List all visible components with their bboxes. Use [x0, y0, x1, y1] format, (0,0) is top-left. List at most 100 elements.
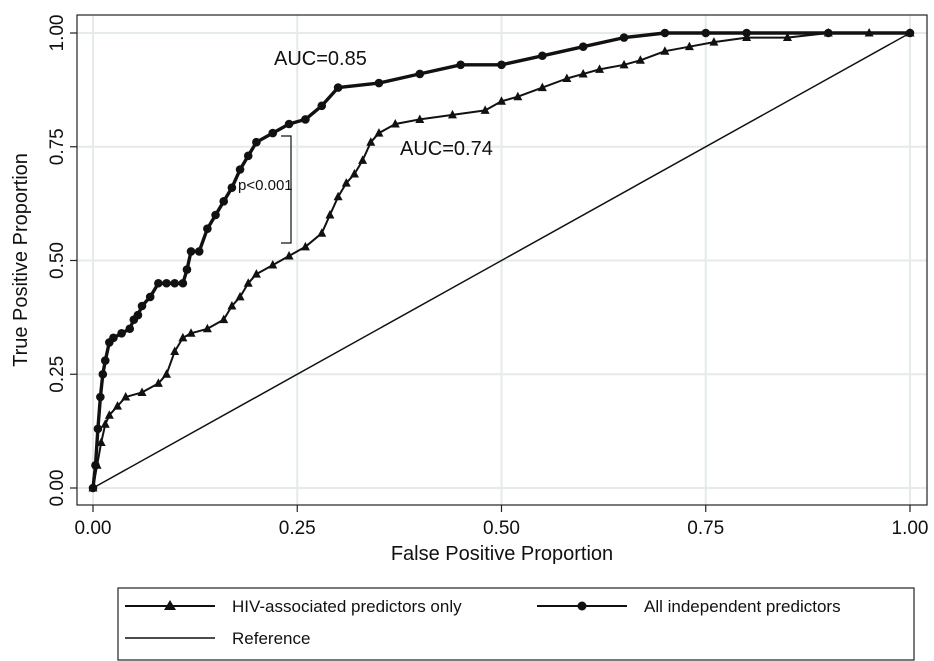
point-hiv-associated-predictors-only: [619, 59, 629, 69]
y-tick-label: 0.50: [47, 242, 68, 279]
point-hiv-associated-predictors-only: [709, 37, 719, 46]
point-hiv-associated-predictors-only: [660, 46, 670, 55]
y-tick-label: 0.25: [47, 356, 68, 393]
point-hiv-associated-predictors-only: [358, 155, 368, 164]
point-all-independent-predictors: [125, 324, 135, 334]
point-hiv-associated-predictors-only: [537, 82, 547, 92]
point-hiv-associated-predictors-only: [268, 260, 278, 269]
auc-hiv-label: AUC=0.74: [400, 138, 493, 160]
point-hiv-associated-predictors-only: [390, 119, 400, 128]
point-hiv-associated-predictors-only: [121, 392, 131, 401]
point-all-independent-predictors: [456, 60, 465, 70]
x-axis-title: False Positive Proportion: [391, 543, 613, 565]
point-all-independent-predictors: [301, 115, 310, 124]
point-all-independent-predictors: [96, 392, 105, 402]
point-hiv-associated-predictors-only: [186, 328, 196, 337]
point-all-independent-predictors: [660, 28, 670, 38]
x-tick-label: 0.75: [687, 518, 724, 539]
point-all-independent-predictors: [100, 356, 110, 365]
point-hiv-associated-predictors-only: [325, 210, 335, 219]
point-all-independent-predictors: [162, 278, 171, 288]
point-hiv-associated-predictors-only: [366, 137, 376, 146]
point-all-independent-predictors: [284, 119, 294, 129]
point-all-independent-predictors: [227, 183, 237, 192]
point-all-independent-predictors: [145, 292, 155, 302]
point-all-independent-predictors: [203, 224, 212, 233]
point-all-independent-predictors: [133, 310, 143, 320]
point-all-independent-predictors: [415, 69, 425, 79]
p-value-label: p<0.001: [238, 177, 293, 194]
y-tick-label: 1.00: [47, 15, 68, 52]
point-hiv-associated-predictors-only: [227, 301, 237, 310]
point-all-independent-predictors: [578, 42, 588, 51]
point-all-independent-predictors: [243, 151, 253, 161]
point-all-independent-predictors: [98, 369, 108, 379]
point-all-independent-predictors: [333, 83, 343, 92]
point-all-independent-predictors: [194, 247, 204, 256]
point-all-independent-predictors: [824, 28, 833, 38]
legend-marker-circle: [577, 601, 587, 611]
point-all-independent-predictors: [317, 101, 327, 111]
point-hiv-associated-predictors-only: [782, 32, 792, 42]
x-tick-label: 1.00: [892, 518, 929, 539]
point-hiv-associated-predictors-only: [162, 369, 172, 378]
point-hiv-associated-predictors-only: [113, 401, 123, 410]
point-hiv-associated-predictors-only: [170, 346, 180, 355]
point-hiv-associated-predictors-only: [513, 91, 523, 101]
point-hiv-associated-predictors-only: [100, 419, 110, 428]
point-all-independent-predictors: [186, 247, 196, 256]
point-all-independent-predictors: [701, 28, 711, 38]
point-all-independent-predictors: [178, 278, 188, 288]
point-hiv-associated-predictors-only: [578, 68, 588, 78]
point-all-independent-predictors: [538, 51, 547, 61]
point-all-independent-predictors: [374, 78, 384, 88]
legend-label-hiv: HIV-associated predictors only: [232, 597, 462, 616]
point-all-independent-predictors: [154, 278, 163, 288]
legend-label-all: All independent predictors: [644, 597, 841, 616]
point-all-independent-predictors: [93, 424, 103, 434]
x-tick-label: 0.50: [483, 518, 520, 539]
p-value-bracket: [281, 135, 292, 244]
point-all-independent-predictors: [170, 278, 179, 288]
x-tick-label: 0.00: [75, 518, 112, 539]
point-hiv-associated-predictors-only: [202, 323, 212, 333]
point-hiv-associated-predictors-only: [684, 41, 694, 51]
point-hiv-associated-predictors-only: [497, 96, 506, 105]
point-all-independent-predictors: [182, 265, 192, 274]
point-hiv-associated-predictors-only: [374, 128, 384, 137]
point-all-independent-predictors: [252, 137, 261, 147]
point-hiv-associated-predictors-only: [178, 332, 188, 342]
auc-all-label: AUC=0.85: [274, 48, 367, 70]
point-hiv-associated-predictors-only: [219, 314, 229, 324]
point-hiv-associated-predictors-only: [300, 241, 310, 251]
y-tick-label: 0.00: [47, 470, 68, 507]
legend: HIV-associated predictors only All indep…: [117, 587, 915, 661]
point-all-independent-predictors: [235, 165, 245, 174]
point-all-independent-predictors: [91, 460, 100, 470]
y-tick-label: 0.75: [47, 128, 68, 165]
legend-label-reference: Reference: [232, 629, 310, 648]
point-hiv-associated-predictors-only: [635, 55, 645, 64]
point-all-independent-predictors: [268, 128, 278, 138]
point-hiv-associated-predictors-only: [243, 278, 253, 287]
point-hiv-associated-predictors-only: [447, 109, 457, 119]
point-hiv-associated-predictors-only: [251, 269, 261, 278]
point-hiv-associated-predictors-only: [317, 228, 327, 237]
point-hiv-associated-predictors-only: [349, 169, 359, 178]
point-hiv-associated-predictors-only: [595, 64, 605, 73]
point-hiv-associated-predictors-only: [333, 191, 343, 201]
point-hiv-associated-predictors-only: [153, 378, 163, 387]
legend-box: [117, 587, 915, 661]
point-hiv-associated-predictors-only: [480, 105, 490, 114]
axes: 0.00 0.25 0.50 0.75 1.00 0.00 0.25 0.50 0.75 1.00: [47, 15, 928, 539]
point-hiv-associated-predictors-only: [284, 250, 294, 260]
series-line-reference: [92, 32, 911, 489]
legend-marker-triangle: [164, 600, 176, 610]
y-axis-title: True Positive Proportion: [10, 153, 32, 367]
point-all-independent-predictors: [211, 210, 220, 220]
point-all-independent-predictors: [109, 333, 118, 343]
point-hiv-associated-predictors-only: [104, 410, 114, 419]
point-hiv-associated-predictors-only: [235, 291, 245, 301]
